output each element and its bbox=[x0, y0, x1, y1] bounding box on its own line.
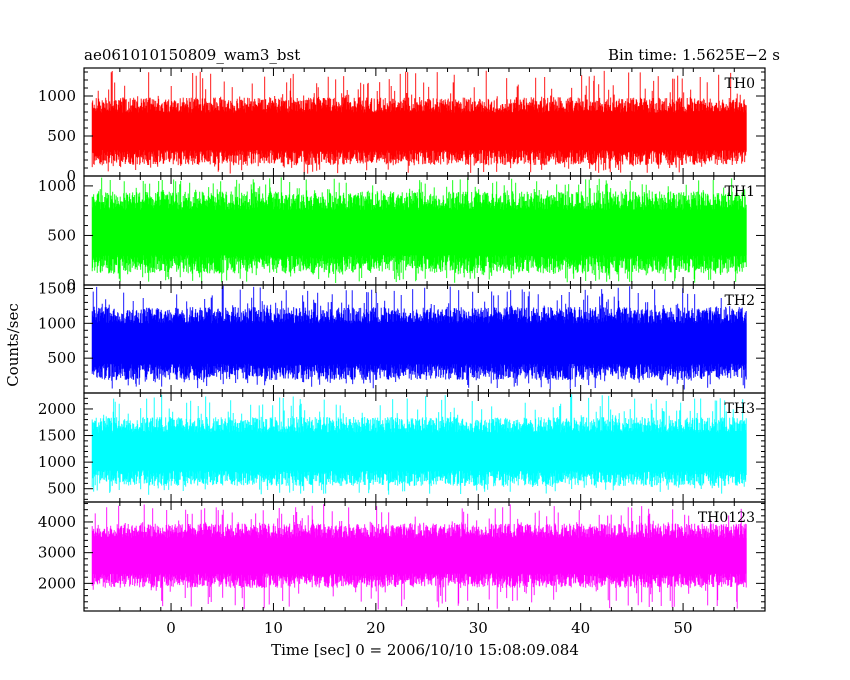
x-tick-label: 10 bbox=[264, 619, 283, 637]
x-tick-label: 50 bbox=[674, 619, 693, 637]
series-core-th2 bbox=[92, 323, 747, 364]
y-axis-title: Counts/sec bbox=[4, 303, 22, 387]
panel-th1: 0 500 1000 TH1 bbox=[38, 175, 766, 294]
panel-th0123: 2000 3000 4000 TH0123 bbox=[38, 501, 766, 612]
x-tick-label: 20 bbox=[366, 619, 385, 637]
panels: 0 500 1000 TH0 0 500 1000 TH1 500 1000 1500 TH2 500 1… bbox=[38, 67, 766, 612]
panel-th0: 0 500 1000 TH0 bbox=[38, 67, 766, 185]
panel-frame bbox=[83, 501, 766, 612]
bin-time-label: Bin time: 1.5625E−2 s bbox=[608, 46, 780, 64]
series-core-th0123 bbox=[92, 538, 747, 574]
y-tick-label: 500 bbox=[47, 226, 76, 244]
y-tick-label: 500 bbox=[47, 349, 76, 367]
panel-label-th2: TH2 bbox=[725, 293, 755, 309]
y-tick-label: 500 bbox=[47, 127, 76, 145]
panel-label-th0123: TH0123 bbox=[698, 510, 755, 526]
panel-th2: 500 1000 1500 TH2 bbox=[38, 279, 766, 394]
x-tick-label: 0 bbox=[166, 619, 176, 637]
x-axis: 0 10 20 30 40 50 bbox=[166, 619, 692, 637]
panel-th3: 500 1000 1500 2000 TH3 bbox=[38, 392, 766, 503]
series-core-th3 bbox=[92, 432, 747, 471]
y-tick-label: 1000 bbox=[38, 314, 76, 332]
chart-title: ae061010150809_wam3_bst bbox=[84, 46, 300, 64]
panel-label-th1: TH1 bbox=[725, 184, 755, 200]
y-tick-label: 0 bbox=[66, 167, 76, 185]
y-tick-label: 0 bbox=[66, 276, 76, 294]
y-tick-label: 2000 bbox=[38, 574, 76, 592]
x-tick-label: 40 bbox=[571, 619, 590, 637]
y-tick-label: 1000 bbox=[38, 177, 76, 195]
x-tick-label: 30 bbox=[469, 619, 488, 637]
y-tick-label: 500 bbox=[47, 480, 76, 498]
series-core-th1 bbox=[92, 209, 747, 256]
panel-label-th3: TH3 bbox=[725, 401, 755, 417]
y-tick-label: 1500 bbox=[38, 427, 76, 445]
y-tick-label: 4000 bbox=[38, 513, 76, 531]
panel-label-th0: TH0 bbox=[725, 76, 755, 92]
y-tick-label: 1000 bbox=[38, 453, 76, 471]
y-tick-label: 3000 bbox=[38, 544, 76, 562]
y-tick-label: 1000 bbox=[38, 87, 76, 105]
y-tick-label: 2000 bbox=[38, 400, 76, 418]
x-axis-title: Time [sec] 0 = 2006/10/10 15:08:09.084 bbox=[271, 641, 579, 659]
series-core-th0 bbox=[92, 112, 747, 150]
y-tick-label: 1500 bbox=[38, 279, 76, 297]
